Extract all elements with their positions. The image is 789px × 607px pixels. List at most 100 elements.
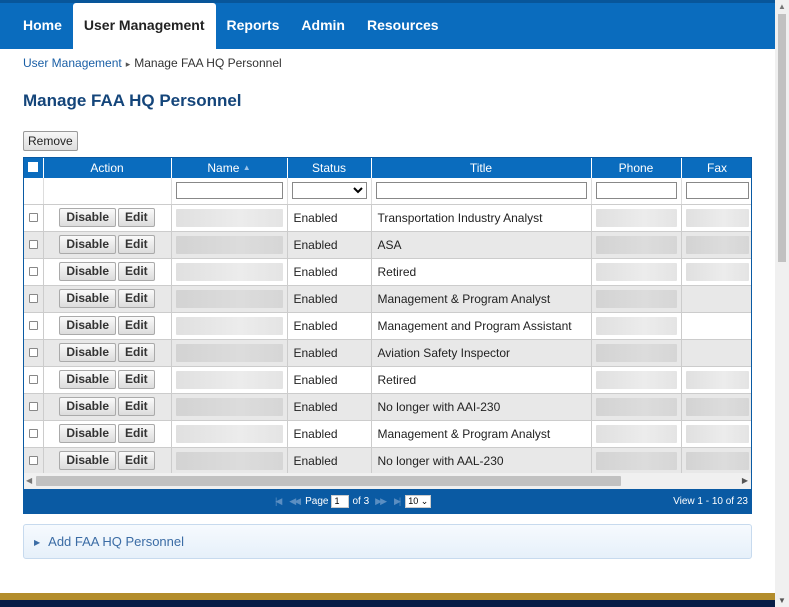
remove-button[interactable]: Remove — [23, 131, 78, 151]
edit-button[interactable]: Edit — [118, 343, 155, 362]
nav-item-user-management[interactable]: User Management — [72, 3, 216, 49]
phone-filter-input[interactable] — [595, 182, 677, 200]
column-header-fax[interactable]: Fax — [681, 158, 751, 178]
title-filter-input[interactable] — [375, 182, 587, 200]
row-checkbox[interactable] — [28, 401, 38, 411]
edit-button[interactable]: Edit — [118, 316, 155, 335]
row-select-cell — [24, 231, 44, 259]
row-phone-cell — [591, 204, 682, 232]
first-page-icon[interactable]: |◀ — [275, 496, 282, 506]
row-status-cell: Enabled — [287, 204, 372, 232]
disable-button[interactable]: Disable — [59, 208, 116, 227]
table-row: Disable Edit Enabled ASA — [24, 231, 751, 259]
disable-button[interactable]: Disable — [59, 370, 116, 389]
nav-item-home[interactable]: Home — [23, 17, 62, 33]
column-header-name[interactable]: Name ▲ — [171, 158, 288, 178]
row-select-cell — [24, 204, 44, 232]
grid-body: Disable Edit Enabled Transportation Industr… — [24, 204, 751, 475]
row-phone-cell — [591, 285, 682, 313]
table-row: Disable Edit Enabled Management & Program A… — [24, 285, 751, 313]
column-header-phone[interactable]: Phone — [591, 158, 682, 178]
filter-cell-status — [287, 178, 372, 205]
edit-button[interactable]: Edit — [118, 262, 155, 281]
row-status-cell: Enabled — [287, 339, 372, 367]
row-status-cell: Enabled — [287, 393, 372, 421]
redacted-phone — [595, 235, 677, 254]
vertical-scroll-thumb[interactable] — [778, 14, 786, 262]
row-status-cell: Enabled — [287, 231, 372, 259]
row-phone-cell — [591, 393, 682, 421]
scroll-down-arrow-icon[interactable]: ▼ — [778, 596, 786, 605]
scroll-left-arrow-icon[interactable]: ◀ — [26, 476, 33, 485]
disable-button[interactable]: Disable — [59, 235, 116, 254]
horizontal-scroll-thumb[interactable] — [36, 476, 621, 486]
row-name-cell — [171, 231, 288, 259]
column-header-title[interactable]: Title — [371, 158, 592, 178]
row-select-cell — [24, 447, 44, 475]
top-nav: Home User Management Reports Admin Resources — [0, 0, 775, 49]
redacted-name — [175, 235, 283, 254]
nav-item-reports[interactable]: Reports — [226, 17, 280, 33]
row-phone-cell — [591, 231, 682, 259]
disable-button[interactable]: Disable — [59, 397, 116, 416]
fax-filter-input[interactable] — [685, 182, 749, 200]
column-header-status[interactable]: Status — [287, 158, 372, 178]
disable-button[interactable]: Disable — [59, 451, 116, 470]
add-personnel-panel[interactable]: ▶ Add FAA HQ Personnel — [23, 524, 752, 559]
row-checkbox[interactable] — [28, 428, 38, 438]
previous-page-icon[interactable]: ◀◀ — [289, 496, 301, 506]
last-page-icon[interactable]: ▶| — [394, 496, 401, 506]
page-vertical-scrollbar[interactable]: ▲ ▼ — [775, 0, 789, 607]
table-row: Disable Edit Enabled Transportation Industr… — [24, 204, 751, 232]
row-fax-cell — [681, 204, 751, 232]
row-checkbox[interactable] — [28, 374, 38, 384]
row-phone-cell — [591, 312, 682, 340]
filter-cell-name — [171, 178, 288, 205]
edit-button[interactable]: Edit — [118, 424, 155, 443]
row-select-cell — [24, 420, 44, 448]
row-phone-cell — [591, 366, 682, 394]
horizontal-scrollbar[interactable]: ◀ ▶ — [24, 473, 751, 489]
scroll-right-arrow-icon[interactable]: ▶ — [741, 476, 748, 485]
nav-item-admin[interactable]: Admin — [301, 17, 345, 33]
disable-button[interactable]: Disable — [59, 343, 116, 362]
status-filter-select[interactable] — [291, 182, 367, 200]
disable-button[interactable]: Disable — [59, 289, 116, 308]
name-filter-input[interactable] — [175, 182, 283, 200]
select-all-checkbox[interactable] — [24, 158, 44, 178]
row-checkbox[interactable] — [28, 347, 38, 357]
edit-button[interactable]: Edit — [118, 370, 155, 389]
scroll-up-arrow-icon[interactable]: ▲ — [778, 2, 786, 11]
row-checkbox[interactable] — [28, 266, 38, 276]
rows-per-page-select[interactable]: 10 ⌄ — [405, 495, 432, 508]
row-phone-cell — [591, 420, 682, 448]
row-checkbox[interactable] — [28, 455, 38, 465]
redacted-fax — [685, 451, 749, 470]
page-footer-bar — [0, 593, 775, 607]
edit-button[interactable]: Edit — [118, 397, 155, 416]
header-row: Action Name ▲ Status Title Phone Fax — [24, 158, 751, 178]
row-checkbox[interactable] — [28, 212, 38, 222]
page-number-input[interactable]: 1 — [331, 495, 350, 508]
disable-button[interactable]: Disable — [59, 262, 116, 281]
disable-button[interactable]: Disable — [59, 316, 116, 335]
redacted-phone — [595, 343, 677, 362]
disable-button[interactable]: Disable — [59, 424, 116, 443]
edit-button[interactable]: Edit — [118, 289, 155, 308]
row-title-cell: Aviation Safety Inspector — [371, 339, 592, 367]
breadcrumb-user-management-link[interactable]: User Management — [23, 56, 122, 70]
row-checkbox[interactable] — [28, 239, 38, 249]
next-page-icon[interactable]: ▶▶ — [375, 496, 387, 506]
edit-button[interactable]: Edit — [118, 235, 155, 254]
row-checkbox[interactable] — [28, 293, 38, 303]
filter-cell-select — [24, 178, 44, 205]
row-fax-cell — [681, 447, 751, 475]
nav-item-resources[interactable]: Resources — [366, 17, 439, 33]
edit-button[interactable]: Edit — [118, 208, 155, 227]
row-checkbox[interactable] — [28, 320, 38, 330]
table-row: Disable Edit Enabled Management & Program A… — [24, 420, 751, 448]
row-name-cell — [171, 339, 288, 367]
column-header-name-label: Name — [207, 161, 240, 175]
edit-button[interactable]: Edit — [118, 451, 155, 470]
filter-cell-fax — [681, 178, 751, 205]
